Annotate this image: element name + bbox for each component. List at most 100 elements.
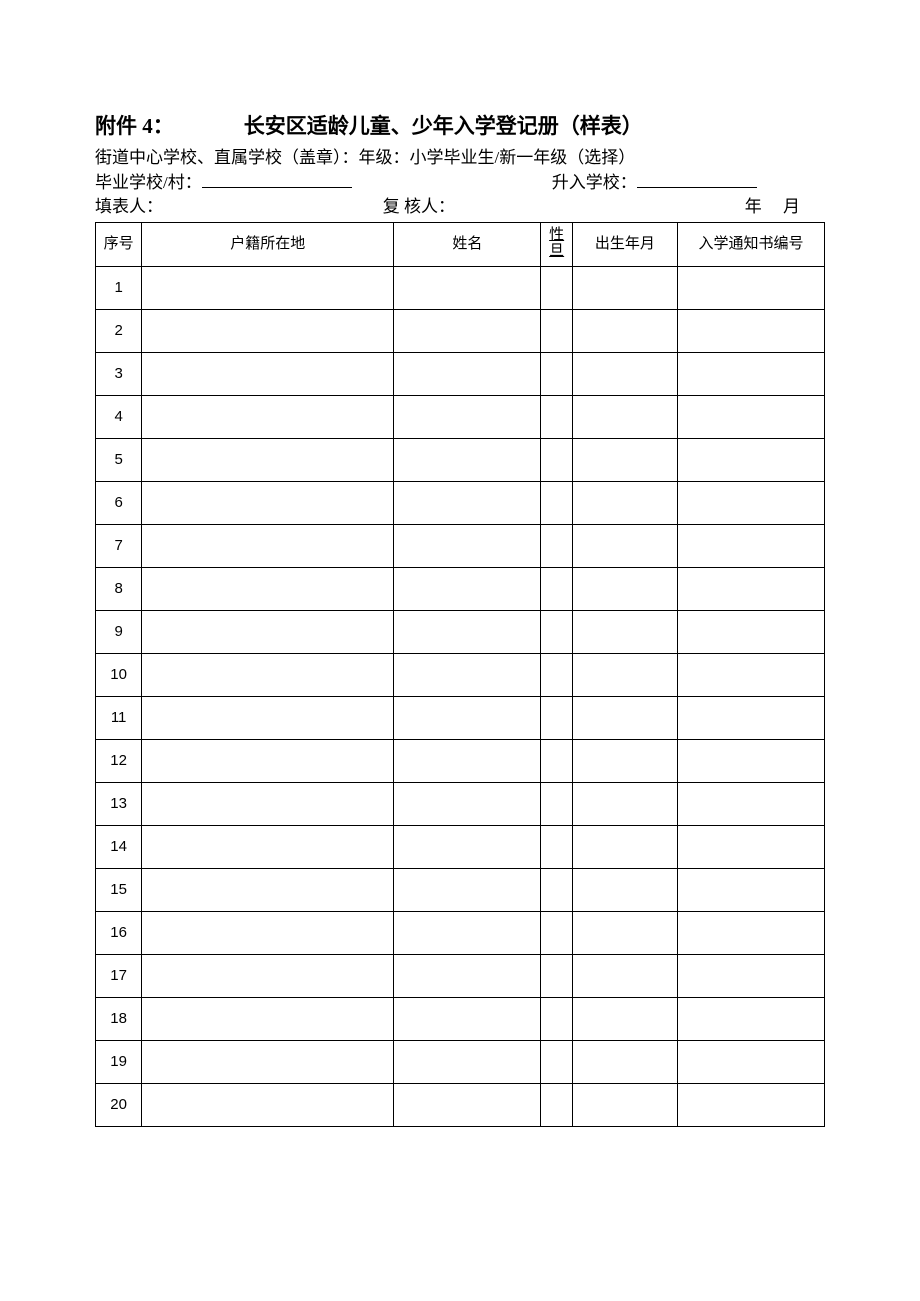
table-row: 1 bbox=[96, 266, 825, 309]
table-cell bbox=[142, 782, 394, 825]
table-row: 2 bbox=[96, 309, 825, 352]
table-cell bbox=[541, 696, 573, 739]
table-cell bbox=[677, 610, 824, 653]
filler-label: 填表人： bbox=[95, 197, 163, 216]
table-cell bbox=[394, 1083, 541, 1126]
table-cell bbox=[541, 524, 573, 567]
table-cell: 20 bbox=[96, 1083, 142, 1126]
table-cell: 1 bbox=[96, 266, 142, 309]
table-cell bbox=[541, 954, 573, 997]
column-header: 户籍所在地 bbox=[142, 222, 394, 266]
table-cell bbox=[394, 395, 541, 438]
table-cell bbox=[572, 266, 677, 309]
table-cell bbox=[142, 524, 394, 567]
table-row: 9 bbox=[96, 610, 825, 653]
table-cell bbox=[142, 653, 394, 696]
info-line-3: 填表人： 复 核人： 年 月 bbox=[95, 195, 825, 220]
table-cell bbox=[394, 868, 541, 911]
table-row: 20 bbox=[96, 1083, 825, 1126]
table-cell bbox=[142, 309, 394, 352]
enter-school-underline bbox=[637, 171, 757, 188]
table-cell bbox=[142, 395, 394, 438]
table-cell: 13 bbox=[96, 782, 142, 825]
year-char: 年 bbox=[745, 197, 762, 216]
table-cell: 11 bbox=[96, 696, 142, 739]
table-cell bbox=[142, 1040, 394, 1083]
table-cell bbox=[572, 1083, 677, 1126]
table-cell bbox=[677, 997, 824, 1040]
table-cell: 9 bbox=[96, 610, 142, 653]
table-cell bbox=[677, 524, 824, 567]
table-cell bbox=[394, 696, 541, 739]
table-cell bbox=[541, 1040, 573, 1083]
table-header-row: 序号户籍所在地姓名性旦出生年月入学通知书编号 bbox=[96, 222, 825, 266]
table-cell bbox=[541, 309, 573, 352]
column-header: 序号 bbox=[96, 222, 142, 266]
grad-school-label: 毕业学校/村： bbox=[95, 173, 202, 192]
table-cell bbox=[677, 352, 824, 395]
table-cell bbox=[541, 1083, 573, 1126]
table-cell bbox=[142, 1083, 394, 1126]
table-cell bbox=[541, 782, 573, 825]
table-cell bbox=[572, 825, 677, 868]
table-row: 5 bbox=[96, 438, 825, 481]
column-header: 入学通知书编号 bbox=[677, 222, 824, 266]
table-cell: 18 bbox=[96, 997, 142, 1040]
table-cell: 15 bbox=[96, 868, 142, 911]
table-cell bbox=[541, 997, 573, 1040]
table-cell bbox=[541, 868, 573, 911]
table-cell bbox=[142, 825, 394, 868]
table-cell bbox=[572, 438, 677, 481]
table-cell bbox=[394, 1040, 541, 1083]
grad-school-block: 毕业学校/村： bbox=[95, 171, 352, 196]
table-body: 1234567891011121314151617181920 bbox=[96, 266, 825, 1126]
table-row: 16 bbox=[96, 911, 825, 954]
table-row: 13 bbox=[96, 782, 825, 825]
table-cell bbox=[572, 567, 677, 610]
table-cell bbox=[394, 438, 541, 481]
table-cell bbox=[394, 782, 541, 825]
table-cell bbox=[677, 567, 824, 610]
table-cell: 4 bbox=[96, 395, 142, 438]
table-cell bbox=[677, 309, 824, 352]
table-cell bbox=[572, 954, 677, 997]
title-line: 附件 4： 长安区适龄儿童、少年入学登记册（样表） bbox=[95, 110, 825, 140]
enter-school-block: 升入学校： bbox=[552, 171, 757, 196]
table-cell bbox=[142, 997, 394, 1040]
table-row: 12 bbox=[96, 739, 825, 782]
table-row: 17 bbox=[96, 954, 825, 997]
table-cell bbox=[572, 653, 677, 696]
table-cell bbox=[677, 1040, 824, 1083]
table-cell bbox=[572, 911, 677, 954]
table-cell: 3 bbox=[96, 352, 142, 395]
table-cell bbox=[572, 481, 677, 524]
table-cell bbox=[541, 266, 573, 309]
table-cell bbox=[541, 739, 573, 782]
table-cell bbox=[142, 438, 394, 481]
table-cell: 12 bbox=[96, 739, 142, 782]
table-cell bbox=[572, 997, 677, 1040]
table-cell bbox=[394, 997, 541, 1040]
table-cell bbox=[142, 696, 394, 739]
table-cell bbox=[142, 266, 394, 309]
table-row: 10 bbox=[96, 653, 825, 696]
table-cell bbox=[677, 696, 824, 739]
table-cell bbox=[572, 739, 677, 782]
table-row: 15 bbox=[96, 868, 825, 911]
date-block: 年 月 bbox=[745, 195, 800, 220]
table-cell bbox=[572, 610, 677, 653]
document-page: 附件 4： 长安区适龄儿童、少年入学登记册（样表） 街道中心学校、直属学校（盖章… bbox=[0, 0, 920, 1301]
table-cell bbox=[142, 911, 394, 954]
table-cell bbox=[394, 911, 541, 954]
column-header: 姓名 bbox=[394, 222, 541, 266]
table-cell bbox=[677, 954, 824, 997]
table-cell: 14 bbox=[96, 825, 142, 868]
table-cell bbox=[677, 739, 824, 782]
filler-block: 填表人： bbox=[95, 195, 163, 220]
table-cell: 2 bbox=[96, 309, 142, 352]
table-cell bbox=[677, 395, 824, 438]
table-cell bbox=[142, 954, 394, 997]
table-cell bbox=[677, 868, 824, 911]
table-cell bbox=[142, 610, 394, 653]
table-cell bbox=[572, 1040, 677, 1083]
